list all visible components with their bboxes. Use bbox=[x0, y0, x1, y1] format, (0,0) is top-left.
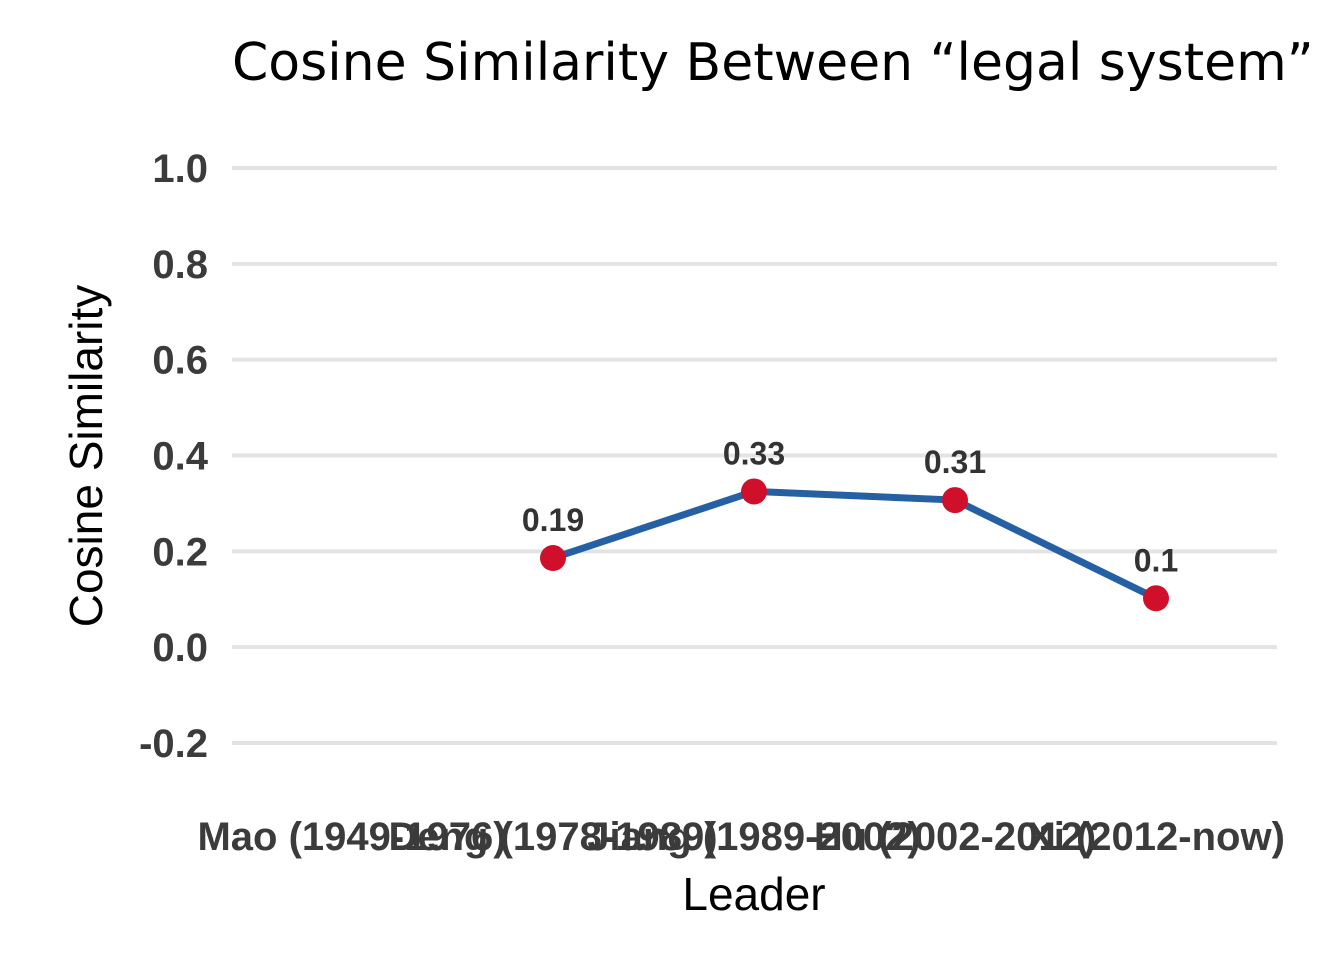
x-tick-label: Hu (2002-2012) bbox=[814, 815, 1096, 859]
y-tick-label: 0.0 bbox=[152, 626, 208, 670]
data-label: 0.1 bbox=[1134, 542, 1178, 578]
data-point bbox=[741, 478, 767, 505]
y-tick-label: 0.2 bbox=[152, 530, 208, 574]
data-point bbox=[540, 545, 566, 572]
y-axis-label: Cosine Similarity bbox=[60, 285, 112, 628]
y-tick-label: 0.4 bbox=[152, 435, 208, 479]
series-line bbox=[549, 487, 1160, 602]
y-axis-ticks: 1.0 0.8 0.6 0.4 0.2 0.0 -0.2 bbox=[139, 147, 209, 766]
x-axis-label: Leader bbox=[682, 868, 825, 920]
y-tick-label: -0.2 bbox=[139, 722, 208, 766]
series-points bbox=[540, 478, 1169, 612]
data-label: 0.31 bbox=[924, 444, 986, 480]
data-point bbox=[942, 487, 968, 514]
series-polyline bbox=[549, 487, 1160, 602]
y-tick-label: 0.6 bbox=[152, 339, 208, 383]
data-labels: 0.19 0.33 0.31 0.1 bbox=[522, 435, 1178, 578]
x-tick-label: Jiang (1989-2002) bbox=[587, 815, 921, 859]
gridlines bbox=[232, 166, 1277, 745]
x-tick-label: Deng (1978-1989) bbox=[388, 815, 717, 859]
data-label: 0.19 bbox=[522, 502, 584, 538]
data-point bbox=[1143, 585, 1169, 612]
x-axis-ticks: Mao (1949-1976)Deng (1978-1989)Jiang (19… bbox=[197, 815, 1284, 859]
y-tick-label: 1.0 bbox=[152, 147, 208, 191]
data-label: 0.33 bbox=[723, 435, 785, 471]
x-tick-label: Mao (1949-1976) bbox=[197, 815, 506, 859]
x-tick-label: Xi (2012-now) bbox=[1027, 815, 1285, 859]
chart-title: Cosine Similarity Between “legal system” bbox=[232, 33, 1314, 93]
y-tick-label: 0.8 bbox=[152, 243, 208, 287]
